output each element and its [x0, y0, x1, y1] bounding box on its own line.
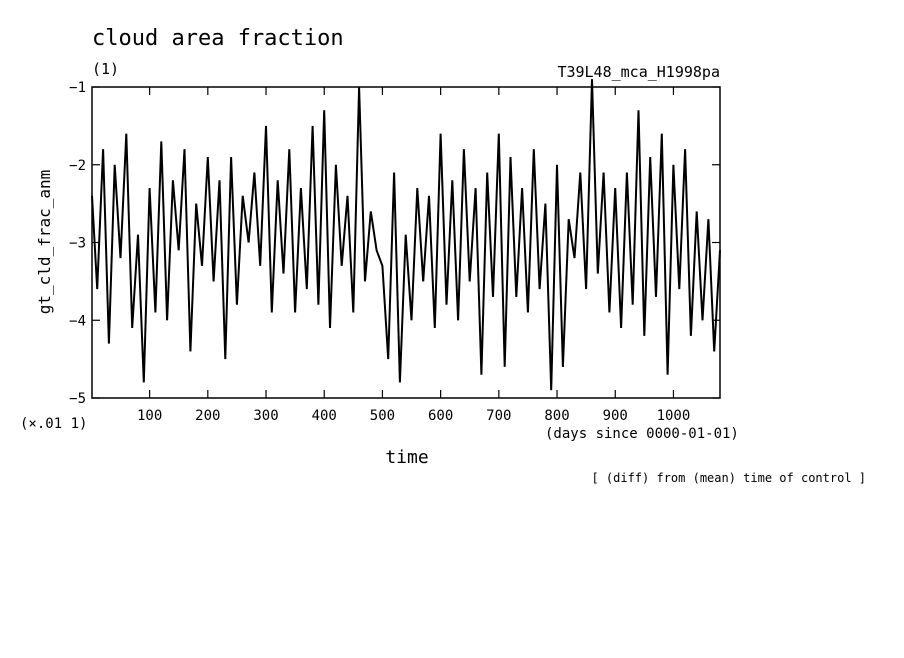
y-axis-label: gt_cld_frac_anm: [35, 170, 54, 315]
x-tick-label: 200: [195, 408, 220, 424]
x-units-label: (days since 0000-01-01): [545, 426, 739, 442]
x-tick-label: 800: [544, 408, 569, 424]
y-axis: −1 −2 −3 −4 −5: [69, 80, 720, 407]
x-axis: 100 200 300 400 500 600 700 800 900 1000: [137, 87, 690, 424]
x-tick-label: 700: [486, 408, 511, 424]
x-axis-label: time: [385, 447, 428, 468]
x-tick-label: 900: [603, 408, 628, 424]
x-tick-label: 500: [370, 408, 395, 424]
chart-title: cloud area fraction: [92, 26, 344, 51]
y-tick-label: −5: [69, 391, 86, 407]
chart-subtitle-left: (1): [92, 60, 119, 78]
y-tick-label: −1: [69, 80, 86, 96]
series-line-0: [91, 79, 721, 391]
y-scale-label: (×.01 1): [20, 416, 87, 432]
x-tick-label: 100: [137, 408, 162, 424]
y-tick-label: −2: [69, 158, 86, 174]
x-tick-label: 400: [312, 408, 337, 424]
chart-subtitle-right: T39L48_mca_H1998pa: [557, 63, 720, 81]
y-tick-label: −4: [69, 313, 86, 329]
series-layer: [91, 79, 721, 391]
x-tick-label: 1000: [657, 408, 691, 424]
x-tick-label: 300: [253, 408, 278, 424]
footnote: [ (diff) from (mean) time of control ]: [591, 471, 866, 485]
y-tick-label: −3: [69, 236, 86, 252]
x-tick-label: 600: [428, 408, 453, 424]
